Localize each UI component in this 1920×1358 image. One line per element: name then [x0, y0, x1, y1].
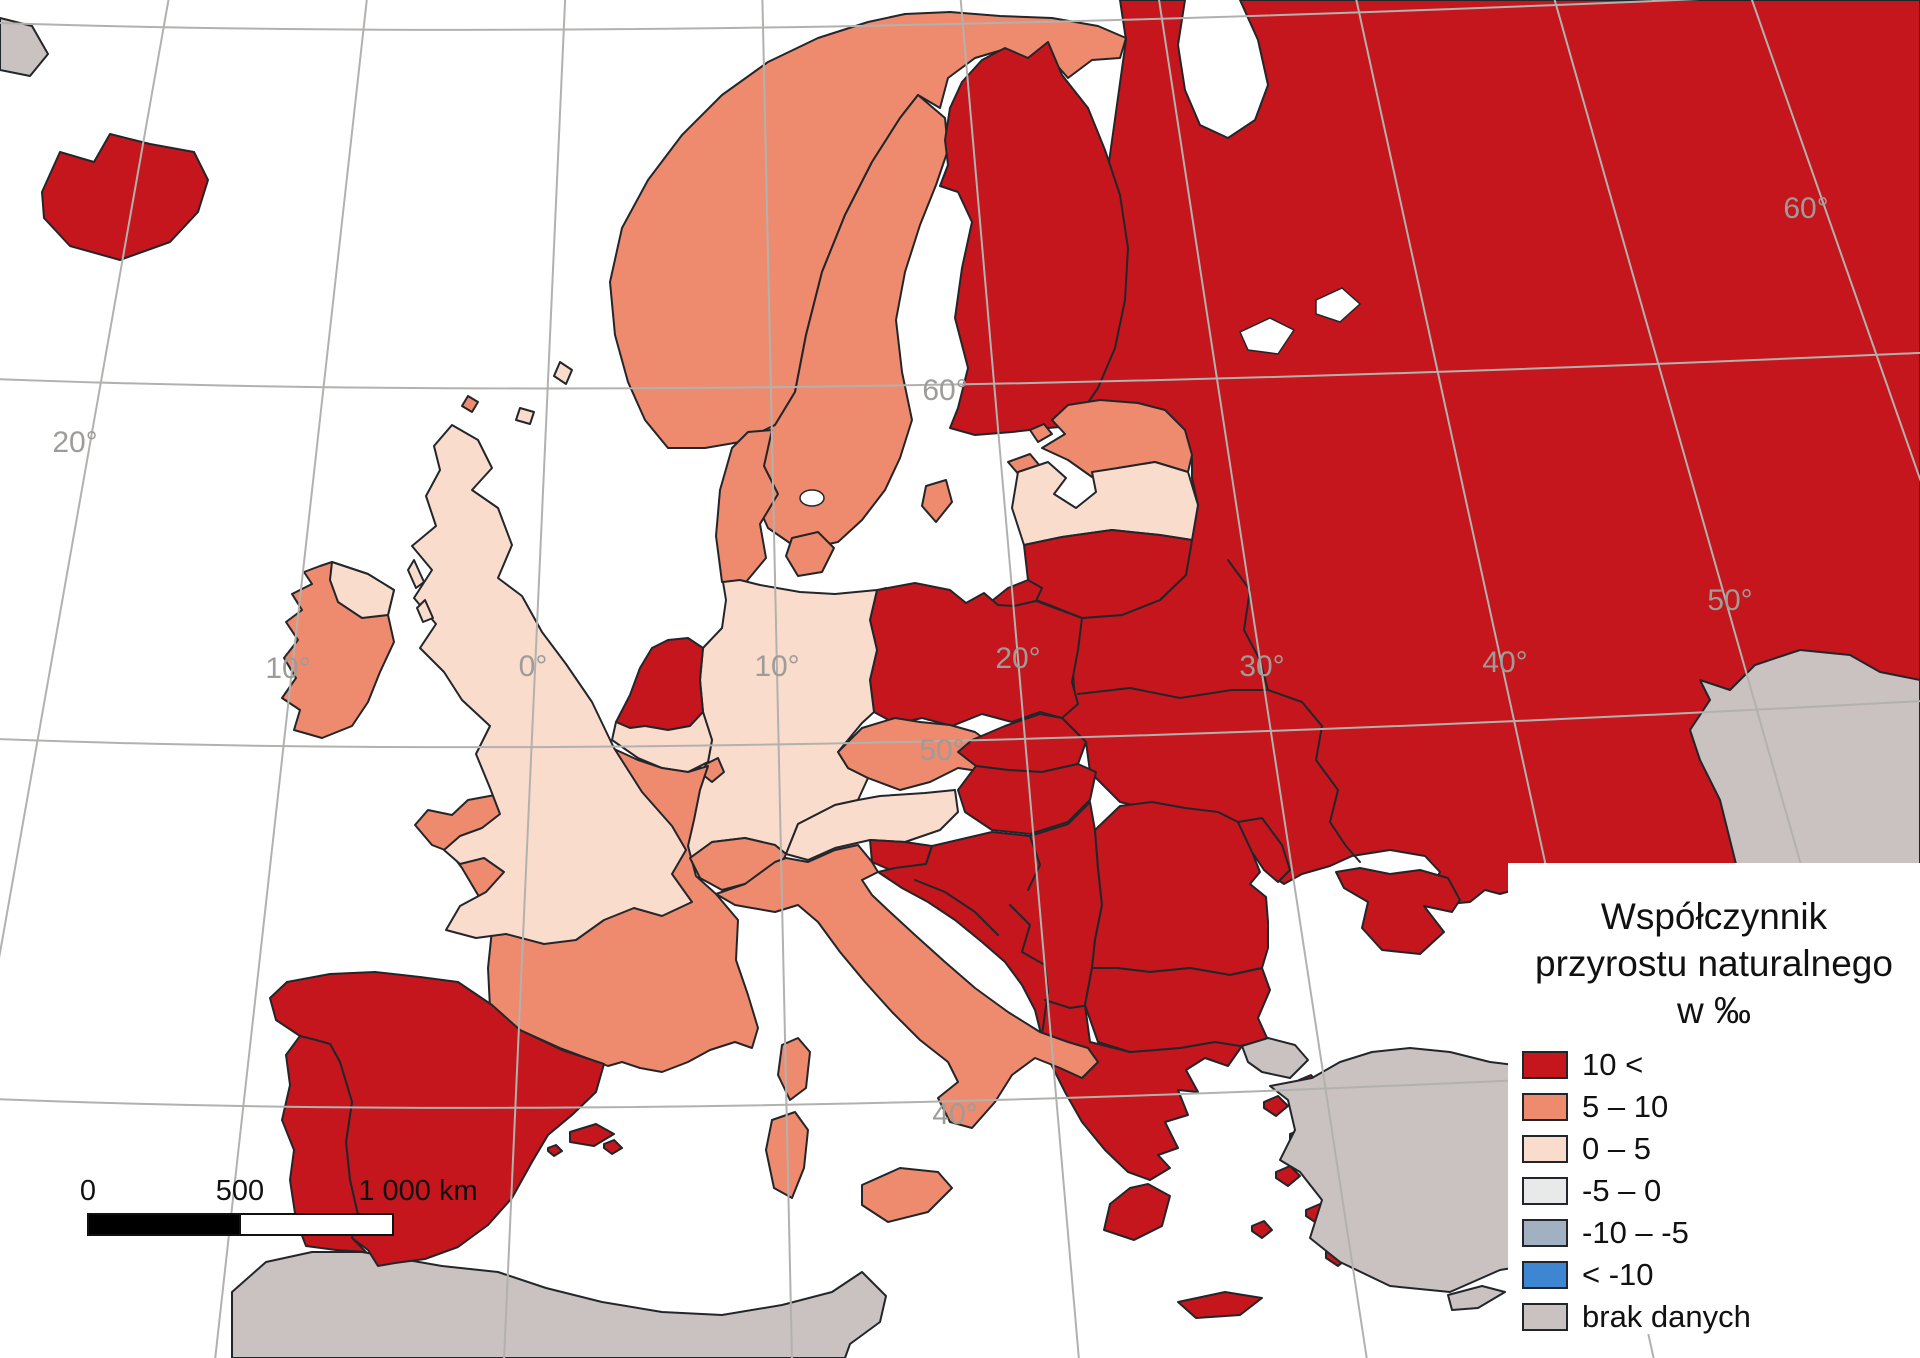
legend-swatch-nodata: [1522, 1303, 1568, 1331]
lake-vanern: [799, 489, 825, 507]
legend-item: < -10: [1522, 1254, 1920, 1296]
legend-title-line1: Współczynnik: [1600, 896, 1828, 937]
legend-swatch-m5to0: [1522, 1177, 1568, 1205]
graticule-label: 50°: [1707, 584, 1752, 617]
region-crete: [1177, 1291, 1263, 1319]
lake-onega: [1315, 287, 1362, 323]
legend-label: 0 – 5: [1582, 1131, 1651, 1166]
region-hebrides: [407, 559, 434, 623]
scale-bar: 0 500 1 000 km: [80, 1175, 478, 1236]
scale-bar-black-segment: [87, 1213, 241, 1236]
legend-swatch-m10tom5: [1522, 1219, 1568, 1247]
region-italy: [715, 844, 1099, 1129]
graticule-label: 10°: [754, 650, 799, 683]
graticule-label: 50°: [919, 734, 964, 767]
graticule-label: 40°: [932, 1098, 977, 1131]
legend-label: brak danych: [1582, 1299, 1751, 1334]
graticule-label: 40°: [1482, 646, 1527, 679]
scale-bar-white-segment: [239, 1213, 394, 1236]
region-denmark: [715, 429, 779, 583]
region-austria: [785, 789, 959, 861]
region-balearics: [547, 1123, 623, 1157]
region-faroe: [461, 395, 479, 413]
region-iceland: [41, 133, 209, 261]
legend-item: -5 – 0: [1522, 1170, 1920, 1212]
region-sweden: [739, 94, 949, 551]
graticule-label: 0°: [519, 650, 548, 683]
ukraine-russia-border: [1267, 689, 1361, 863]
region-portugal: [281, 1035, 367, 1253]
legend-title-line3: w ‰: [1677, 990, 1751, 1031]
scale-label-500: 500: [216, 1175, 264, 1207]
legend-item: 0 – 5: [1522, 1128, 1920, 1170]
scale-label-0: 0: [80, 1175, 96, 1207]
region-west-balkans-greece: [877, 801, 1243, 1181]
bosnia-serbia-border: [1009, 904, 1031, 953]
region-northern-ireland: [329, 561, 395, 619]
region-romania: [1091, 801, 1269, 976]
region-gotland: [921, 479, 953, 523]
region-zealand: [785, 531, 835, 577]
legend-title-line2: przyrostu naturalnego: [1535, 943, 1893, 984]
graticule-label: 60°: [1783, 192, 1828, 225]
region-turkey-thrace: [1241, 1037, 1309, 1079]
legend-item: 10 <: [1522, 1044, 1920, 1086]
graticule-label: 60°: [922, 374, 967, 407]
region-great-britain: [411, 424, 693, 945]
region-moldova: [1237, 817, 1291, 883]
legend-label: -10 – -5: [1582, 1215, 1689, 1250]
region-hungary: [957, 763, 1097, 835]
belarus-russia-border: [1227, 559, 1269, 691]
legend-label: 10 <: [1582, 1047, 1644, 1082]
legend-title: Współczynnik przyrostu naturalnego w ‰: [1508, 893, 1920, 1034]
graticule-label: 20°: [52, 426, 97, 459]
legend-panel: Współczynnik przyrostu naturalnego w ‰ 1…: [1508, 863, 1920, 1334]
region-crimea: [1335, 867, 1461, 955]
region-orkney: [515, 407, 535, 425]
legend-label: -5 – 0: [1582, 1173, 1662, 1208]
legend-item: -10 – -5: [1522, 1212, 1920, 1254]
region-finland: [939, 41, 1129, 436]
croatia-bosnia-border: [914, 879, 999, 936]
graticule-label: 20°: [995, 642, 1040, 675]
legend-swatch-r0to5: [1522, 1135, 1568, 1163]
legend-item: brak danych: [1522, 1296, 1920, 1338]
legend-rows: 10 < 5 – 10 0 – 5 -5 – 0 -10 – -5 < -10 brak d…: [1522, 1044, 1920, 1338]
scale-label-1000km: 1 000 km: [358, 1175, 477, 1207]
region-sicily: [861, 1167, 953, 1223]
region-cyprus: [1447, 1285, 1506, 1311]
legend-item: 5 – 10: [1522, 1086, 1920, 1128]
region-bulgaria: [1084, 967, 1271, 1053]
graticule-labels: 20° 10° 0° 10° 20° 30° 40° 50° 60° 60° 50° 40°: [52, 192, 1828, 1131]
legend-swatch-ltm10: [1522, 1261, 1568, 1289]
region-peloponnese: [1103, 1183, 1171, 1241]
legend-swatch-gt10: [1522, 1051, 1568, 1079]
graticule-label: 30°: [1239, 650, 1284, 683]
region-north-africa: [231, 1251, 887, 1358]
legend-label: < -10: [1582, 1257, 1654, 1292]
belarus-ukraine-border: [1077, 687, 1269, 699]
graticule-label: 10°: [265, 652, 310, 685]
region-shetland: [553, 361, 573, 385]
legend-swatch-r5to10: [1522, 1093, 1568, 1121]
legend-label: 5 – 10: [1582, 1089, 1669, 1124]
lake-ladoga: [1239, 317, 1296, 355]
